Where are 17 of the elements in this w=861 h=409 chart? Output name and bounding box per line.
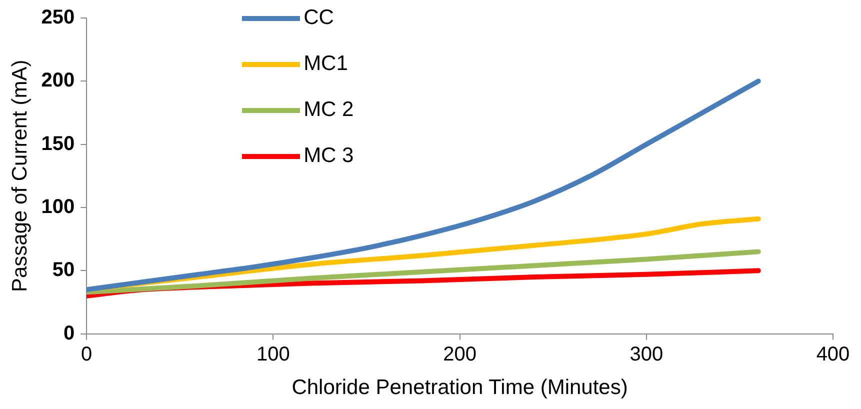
y-tick-label: 200	[41, 70, 75, 92]
y-tick-label: 100	[41, 196, 75, 218]
y-tick-label: 50	[52, 259, 75, 282]
x-tick-label: 100	[256, 343, 290, 366]
legend-label: MC 3	[304, 144, 354, 168]
y-axis-title: Passage of Current (mA)	[8, 60, 32, 292]
legend-label: MC 2	[304, 98, 354, 122]
y-tick-label: 0	[63, 322, 75, 344]
legend-label: MC1	[304, 52, 348, 76]
y-tick-label: 150	[41, 132, 75, 155]
y-tick-label: 250	[41, 6, 75, 29]
x-tick-label: 300	[630, 343, 664, 366]
legend-label: CC	[304, 6, 334, 30]
x-tick-label: 200	[443, 343, 476, 366]
x-axis-title: Chloride Penetration Time (Minutes)	[292, 376, 628, 400]
x-tick-label: 0	[81, 343, 92, 366]
x-tick-label: 400	[816, 343, 850, 366]
